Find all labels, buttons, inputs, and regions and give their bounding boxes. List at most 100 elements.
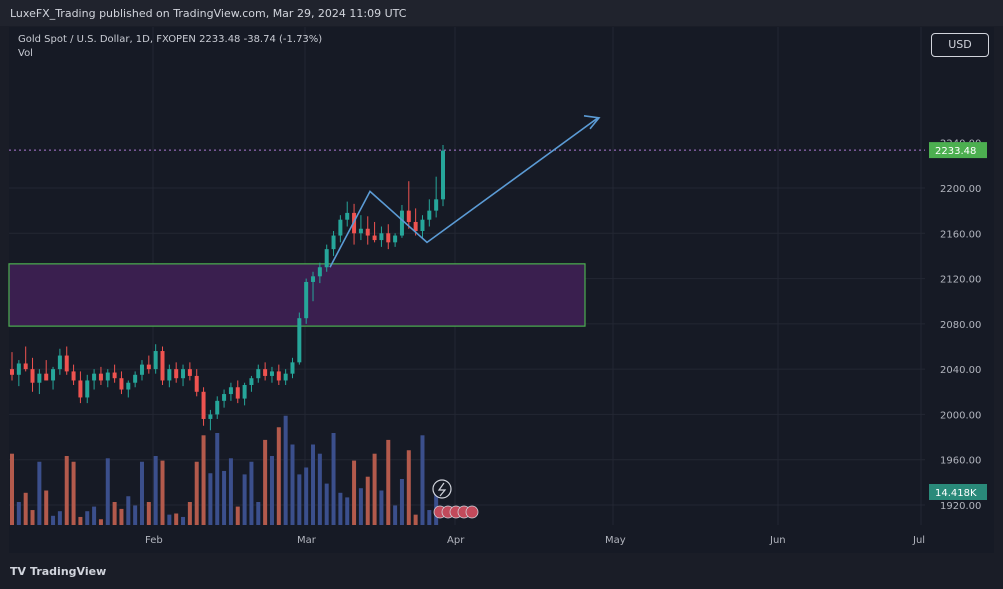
volume-bar (215, 433, 220, 525)
volume-bar (160, 460, 165, 525)
candle-body (78, 380, 83, 398)
volume-bar (64, 456, 69, 525)
volume-bar (222, 470, 227, 525)
volume-bar (358, 488, 363, 525)
volume-bar (10, 453, 14, 525)
volume-bar (304, 467, 309, 525)
candle-body (358, 228, 363, 234)
candle-body (85, 380, 90, 398)
volume-bar (112, 502, 117, 525)
volume-bar (208, 473, 213, 525)
candle-body (51, 369, 56, 381)
time-axis-label: Apr (447, 535, 465, 546)
lightning-event-icon (432, 479, 452, 499)
candle-body (64, 355, 69, 372)
candle-body (269, 371, 274, 376)
candle-body (427, 210, 432, 220)
candle-body (160, 351, 165, 381)
candle-body (256, 369, 261, 379)
candle-body (105, 372, 110, 381)
volume-bar (16, 502, 21, 525)
candle-body (345, 212, 350, 220)
candle-body (434, 199, 439, 211)
candle-body (167, 369, 172, 381)
volume-bar (372, 453, 377, 525)
price-axis-label: 2160.00 (940, 229, 981, 240)
price-axis-label: 2080.00 (940, 320, 981, 331)
candle-body (30, 369, 35, 383)
candle-body (324, 249, 329, 268)
candle-body (201, 391, 206, 419)
volume-bar (263, 439, 268, 525)
volume-bar (386, 439, 391, 525)
volume-bar (228, 458, 233, 525)
footer-brand: TV TradingView (10, 565, 106, 578)
candle-body (133, 374, 138, 383)
volume-bar (126, 496, 131, 525)
candle-body (112, 372, 117, 379)
news-flag-icon (465, 505, 479, 519)
candle-body (126, 382, 131, 390)
volume-bar (406, 450, 411, 525)
volume-bar (393, 505, 398, 525)
candle-body (44, 373, 49, 381)
candle-body (10, 369, 14, 375)
volume-bar (133, 505, 138, 525)
volume-bar (98, 519, 103, 525)
candle-body (399, 210, 404, 236)
candle-body (420, 219, 425, 232)
candle-body (215, 400, 220, 415)
volume-bar (30, 510, 35, 525)
volume-bar (37, 461, 42, 525)
time-axis-label: Jul (912, 535, 925, 546)
price-axis-label: 2040.00 (940, 365, 981, 376)
time-axis-label: Mar (297, 535, 317, 546)
lightning-glyph (437, 482, 447, 497)
candle-body (153, 351, 158, 370)
currency-button[interactable]: USD (931, 33, 989, 57)
volume-bar (283, 415, 288, 525)
volume-bar (71, 461, 76, 525)
volume-bar (23, 492, 28, 525)
volume-bar (242, 474, 247, 525)
volume-bar (269, 456, 274, 525)
candle-body (57, 355, 62, 370)
volume-bar (345, 497, 350, 525)
volume-bar (105, 458, 110, 525)
current-price-tag (929, 142, 987, 159)
candle-body (372, 235, 377, 241)
publish-header: LuxeFX_Trading published on TradingView.… (0, 0, 1003, 26)
volume-bar (365, 476, 370, 525)
volume-bar (44, 490, 49, 525)
candle-body (98, 373, 103, 381)
time-axis-label: May (605, 535, 626, 546)
volume-bar (399, 479, 404, 525)
volume-bar (167, 514, 172, 525)
candle-body (174, 369, 179, 379)
candle-body (181, 369, 186, 379)
candle-body (187, 369, 192, 376)
candle-body (263, 369, 268, 376)
volume-bar (201, 435, 206, 525)
volume-bar (317, 453, 322, 525)
candle-body (338, 219, 343, 236)
volume-bar (311, 444, 316, 525)
candle-body (413, 221, 418, 232)
candle-body (37, 373, 42, 383)
volume-bar (427, 510, 432, 525)
volume-bar (78, 516, 83, 525)
candle-body (386, 233, 391, 243)
price-axis-label: 2120.00 (940, 275, 981, 286)
candle-body (71, 371, 76, 381)
volume-tag-value: 14.418K (935, 488, 977, 499)
candle-body (290, 362, 295, 374)
candle-body (311, 276, 316, 282)
candle-body (228, 387, 233, 395)
candle-body (331, 235, 336, 250)
time-axis-label: Feb (145, 535, 163, 546)
candle-body (139, 364, 144, 375)
projection-arrowhead (583, 115, 601, 130)
volume-bar (153, 456, 158, 525)
candle-body (441, 150, 445, 200)
